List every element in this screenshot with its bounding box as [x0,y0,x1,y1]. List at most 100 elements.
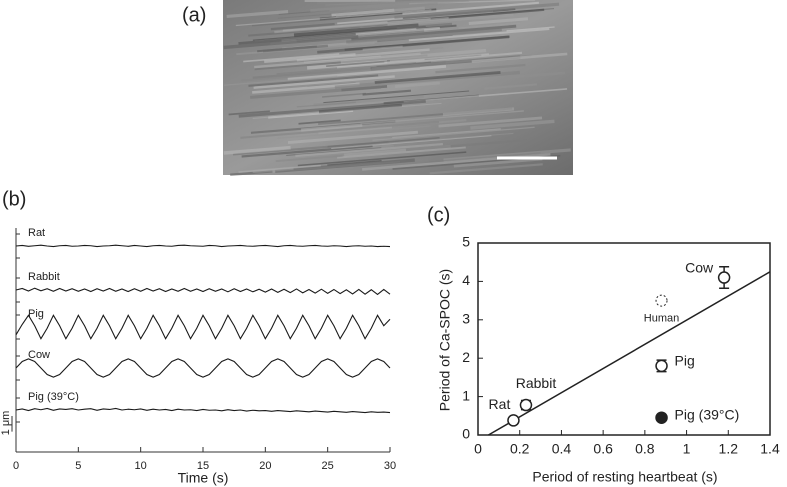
texture [278,144,394,156]
texture [353,132,514,147]
data-point [507,414,520,427]
trace [15,287,391,296]
texture [238,99,426,118]
x-tick-label: 5 [75,460,81,472]
x-tick-label: 30 [384,460,396,472]
panel-label: (b) [2,188,26,210]
texture [458,22,521,29]
texture [374,71,501,84]
point-label: Cow [685,259,714,275]
texture [351,24,517,41]
x-axis-title: Period of resting heartbeat (s) [532,469,717,485]
texture [336,51,523,69]
texture [405,139,527,152]
texture [276,61,417,75]
point-label: Rabbit [516,375,557,391]
texture [326,60,390,67]
y-tick-label: 1 [462,387,470,403]
x-tick-label: 10 [135,460,147,472]
texture [277,125,431,139]
texture [471,52,568,63]
texture [248,74,379,87]
texture [228,110,270,116]
texture [235,9,432,27]
texture [275,158,415,173]
texture [468,17,529,25]
texture [435,63,526,74]
plot-frame [477,242,771,436]
y-axis-title: Period of Ca-SPOC (s) [437,269,453,411]
texture [334,70,520,90]
texture [392,128,501,139]
texture [226,9,289,19]
panel-label: (c) [427,204,450,226]
texture [251,17,345,27]
x-tick-label: 0.4 [552,441,572,457]
texture [262,44,329,53]
texture [307,82,356,88]
texture [403,88,568,103]
texture [396,22,453,30]
texture [506,26,555,32]
texture [293,23,419,37]
texture [323,90,470,104]
fit-line [488,271,771,436]
texture [346,28,502,44]
texture [223,145,291,155]
texture [297,151,467,167]
texture [362,45,403,51]
texture [300,123,363,132]
texture [295,142,443,157]
texture [391,67,451,75]
data-point [519,398,533,412]
texture [241,144,373,158]
texture [223,34,359,50]
texture [243,53,340,63]
texture [372,126,535,141]
x-tick-label: 0 [474,441,482,457]
texture [442,107,515,117]
texture [253,75,395,89]
texture [296,101,356,108]
series-label: Rabbit [28,271,60,283]
texture [428,152,541,163]
data-point [655,294,668,307]
micrograph [223,0,573,176]
series-label: Rat [28,227,45,239]
texture [252,102,442,119]
trace [15,314,391,340]
trace [15,407,391,414]
x-tick-label: 15 [197,460,209,472]
texture [470,119,555,130]
texture [310,0,470,13]
texture [296,48,430,62]
texture [223,75,338,86]
texture [287,64,447,81]
x-axis-title: Time (s) [178,470,229,486]
texture [438,116,543,128]
texture [356,2,438,12]
series-label: Cow [28,349,50,361]
texture [394,2,560,19]
point-label: Rat [489,396,511,412]
texture [298,119,341,125]
texture [362,89,412,96]
texture [317,35,510,54]
data-point [655,411,668,424]
y-tick-label: 0 [462,426,470,442]
texture [484,83,538,90]
texture [322,92,366,98]
texture [232,140,389,156]
series-label: Pig [28,308,44,320]
texture [327,160,382,166]
texture [384,53,490,64]
texture [318,103,403,114]
texture [270,22,335,31]
y-tick-label: 3 [462,311,470,327]
point-label: Pig (39°C) [675,406,740,422]
texture [318,125,393,135]
x-tick-label: 0 [13,460,19,472]
y-tick-label: 5 [462,234,470,250]
x-tick-label: 0.6 [593,441,613,457]
texture [286,147,382,157]
